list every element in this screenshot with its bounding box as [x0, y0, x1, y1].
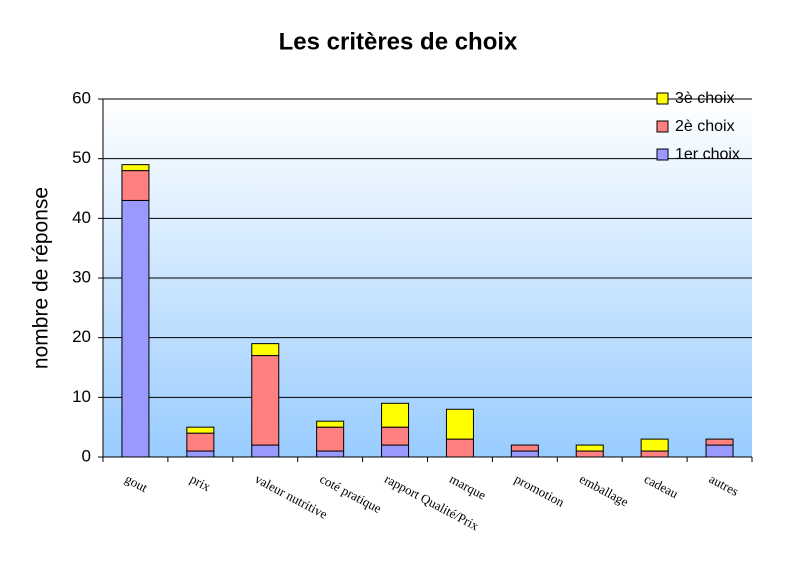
bar-segment [510, 450, 539, 458]
chart-title: Les critères de choix [279, 28, 518, 55]
bar-segment [381, 426, 410, 446]
y-tick-label: 50 [72, 148, 91, 167]
bar-segment [640, 438, 669, 452]
legend-swatch [656, 120, 669, 133]
x-tick-label: autres [707, 471, 741, 499]
bar-segment [575, 444, 604, 452]
x-tick-label: emballage [577, 471, 631, 509]
bar-segment [705, 438, 734, 446]
legend-label: 2è choix [675, 118, 735, 135]
bar-segment [445, 408, 474, 440]
bar-segment [121, 199, 150, 458]
y-tick-label: 40 [72, 208, 91, 227]
bar-segment [121, 164, 150, 172]
bar-segment [186, 450, 215, 458]
bar-segment [316, 420, 345, 428]
legend-swatch [656, 148, 669, 161]
legend-label: 1er choix [675, 146, 740, 163]
legend-swatch [656, 92, 669, 105]
x-tick-label: marque [447, 471, 489, 503]
bar-segment [510, 444, 539, 452]
legend-label: 3è choix [675, 90, 735, 107]
y-tick-label: 0 [82, 446, 91, 465]
bar-segment [186, 432, 215, 452]
x-tick-label: valeur nutritive [252, 471, 330, 522]
bar-segment [575, 450, 604, 458]
bar-segment [381, 444, 410, 458]
bar-segment [186, 426, 215, 434]
y-tick-label: 30 [72, 267, 91, 286]
bar-segment [121, 170, 150, 201]
bar-segment [381, 402, 410, 428]
x-tick-label: promotion [512, 471, 567, 510]
x-tick-label: cadeau [642, 471, 681, 501]
y-tick-label: 60 [72, 88, 91, 107]
bar-segment [316, 426, 345, 452]
bar-segment [251, 355, 280, 446]
bar-segment [445, 438, 474, 458]
bar-segment [251, 444, 280, 458]
bar-segment [251, 343, 280, 357]
x-tick-label: gout [123, 471, 151, 495]
y-axis-label: nombre de réponse [30, 187, 53, 369]
x-tick-label: prix [188, 471, 214, 494]
bar-segment [705, 444, 734, 458]
bar-segment [316, 450, 345, 458]
bar-segment [640, 450, 669, 458]
y-tick-label: 10 [72, 387, 91, 406]
y-tick-label: 20 [72, 327, 91, 346]
